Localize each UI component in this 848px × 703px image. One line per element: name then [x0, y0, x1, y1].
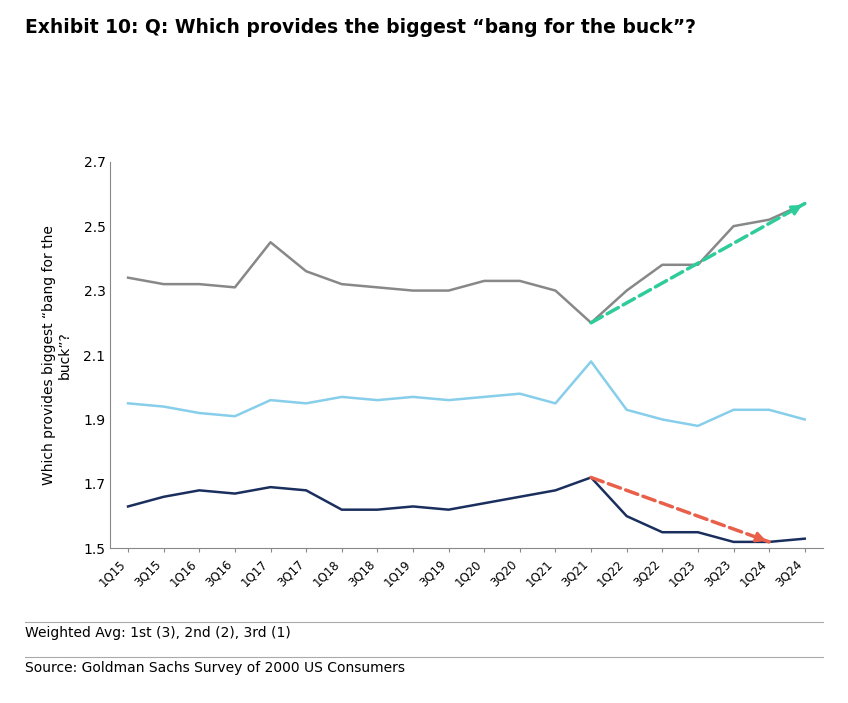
Fast Food: [301, 399, 311, 408]
Grocery: [123, 273, 133, 282]
Fast Food: [265, 396, 276, 404]
Grocery: [372, 283, 382, 292]
Casual Dining: [693, 528, 703, 536]
Casual Dining: [764, 538, 774, 546]
Fast Food: [693, 422, 703, 430]
Casual Dining: [479, 499, 489, 508]
Text: Source: Goldman Sachs Survey of 2000 US Consumers: Source: Goldman Sachs Survey of 2000 US …: [25, 661, 405, 675]
Fast Food: [408, 393, 418, 401]
Casual Dining: [408, 502, 418, 510]
Line: Casual Dining: Casual Dining: [128, 477, 805, 542]
Grocery: [728, 222, 739, 231]
Grocery: [230, 283, 240, 292]
Fast Food: [550, 399, 561, 408]
Grocery: [550, 286, 561, 295]
Casual Dining: [622, 512, 632, 520]
Line: Grocery: Grocery: [128, 204, 805, 323]
Casual Dining: [123, 502, 133, 510]
Casual Dining: [230, 489, 240, 498]
Casual Dining: [265, 483, 276, 491]
Casual Dining: [728, 538, 739, 546]
Fast Food: [586, 357, 596, 366]
Text: Weighted Avg: 1st (3), 2nd (2), 3rd (1): Weighted Avg: 1st (3), 2nd (2), 3rd (1): [25, 626, 291, 640]
Casual Dining: [337, 505, 347, 514]
Fast Food: [194, 409, 204, 418]
Grocery: [194, 280, 204, 288]
Fast Food: [444, 396, 454, 404]
Grocery: [408, 286, 418, 295]
Fast Food: [657, 415, 667, 424]
Grocery: [622, 286, 632, 295]
Casual Dining: [194, 486, 204, 495]
Grocery: [586, 318, 596, 327]
Fast Food: [764, 406, 774, 414]
Grocery: [444, 286, 454, 295]
Fast Food: [728, 406, 739, 414]
Grocery: [159, 280, 169, 288]
Casual Dining: [800, 534, 810, 543]
Fast Food: [123, 399, 133, 408]
Casual Dining: [159, 493, 169, 501]
Casual Dining: [301, 486, 311, 495]
Grocery: [657, 261, 667, 269]
Grocery: [301, 267, 311, 276]
Y-axis label: Which provides biggest “bang for the
buck”?: Which provides biggest “bang for the buc…: [42, 225, 72, 485]
Grocery: [800, 200, 810, 208]
Casual Dining: [586, 473, 596, 482]
Grocery: [265, 238, 276, 247]
Grocery: [515, 277, 525, 285]
Grocery: [764, 215, 774, 224]
Fast Food: [479, 393, 489, 401]
Fast Food: [230, 412, 240, 420]
Casual Dining: [515, 493, 525, 501]
Fast Food: [622, 406, 632, 414]
Legend: Casual Dining, Fast Food, Grocery: Casual Dining, Fast Food, Grocery: [177, 702, 584, 703]
Fast Food: [372, 396, 382, 404]
Casual Dining: [550, 486, 561, 495]
Fast Food: [800, 415, 810, 424]
Text: Exhibit 10: Q: Which provides the biggest “bang for the buck”?: Exhibit 10: Q: Which provides the bigges…: [25, 18, 696, 37]
Casual Dining: [657, 528, 667, 536]
Fast Food: [159, 402, 169, 411]
Grocery: [693, 261, 703, 269]
Fast Food: [515, 389, 525, 398]
Grocery: [479, 277, 489, 285]
Line: Fast Food: Fast Food: [128, 361, 805, 426]
Grocery: [337, 280, 347, 288]
Casual Dining: [372, 505, 382, 514]
Fast Food: [337, 393, 347, 401]
Casual Dining: [444, 505, 454, 514]
